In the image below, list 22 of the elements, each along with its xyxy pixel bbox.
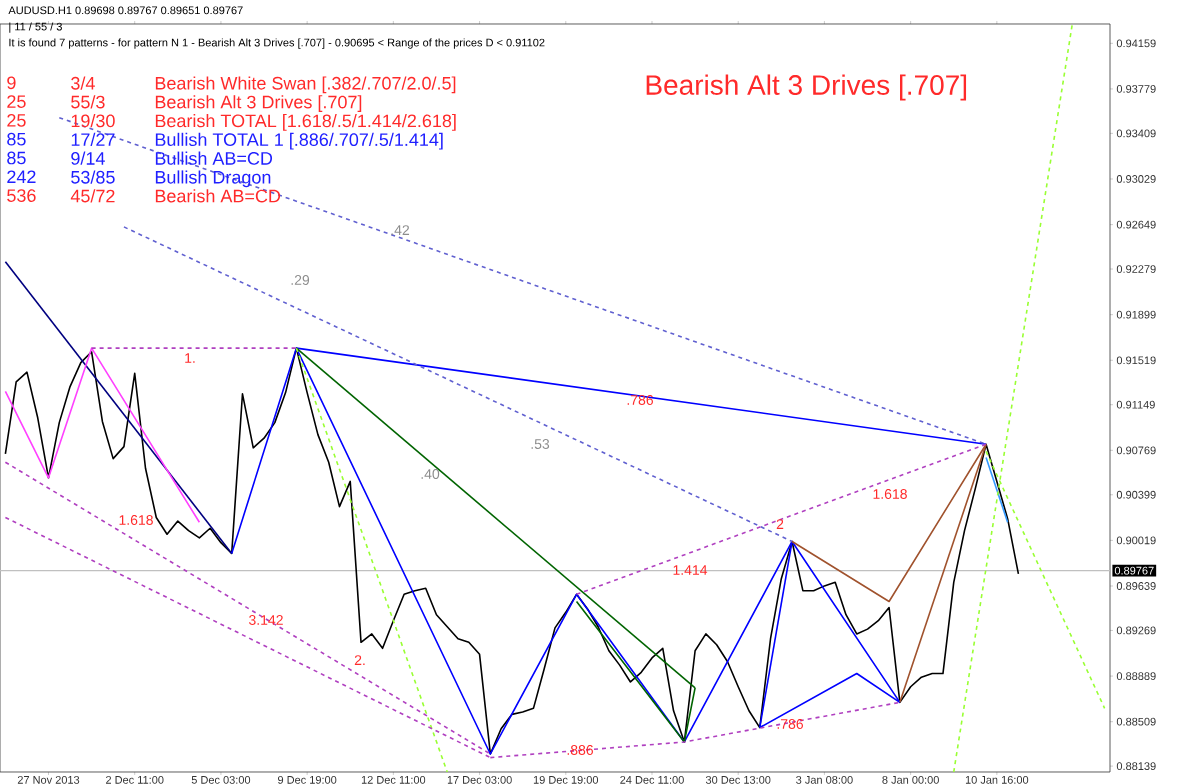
annotation: 9/14: [71, 151, 105, 165]
annotation: Bearish AB=CD: [155, 189, 281, 203]
annotation: Bearish TOTAL [1.618/.5/1.414/2.618]: [155, 113, 456, 131]
annotation: Bullish Dragon: [155, 170, 271, 188]
annotation: 3/4: [71, 76, 95, 90]
annotation: 19/30: [71, 113, 115, 128]
annotation: 55/3: [71, 95, 105, 109]
annotation: 25: [7, 113, 26, 127]
annotation: Bearish Alt 3 Drives [.707]: [155, 95, 362, 112]
annotation: Bullish AB=CD: [155, 151, 273, 165]
annotation: 17/27: [71, 132, 115, 147]
annotation: 45/72: [70, 189, 115, 203]
annotation: 85: [7, 151, 26, 165]
annotation: 242: [7, 170, 36, 183]
annotation: 9: [7, 76, 16, 90]
annotation: Bearish Alt 3 Drives [.707]: [646, 74, 967, 101]
annotation: 85: [7, 132, 26, 146]
annotation: 53/85: [71, 170, 115, 184]
annotation: Bearish White Swan [.382/.707/2.0/.5]: [155, 76, 456, 94]
annotation: 536: [7, 189, 36, 202]
annotation: Bullish TOTAL 1 [.886/.707/.5/1.414]: [155, 132, 443, 150]
annotation: 25: [7, 95, 26, 108]
